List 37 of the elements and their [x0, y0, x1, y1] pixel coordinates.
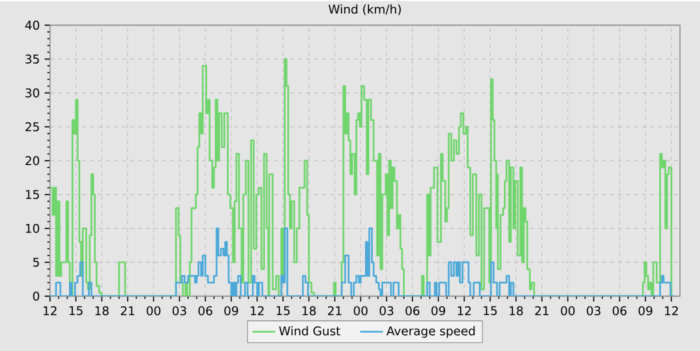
x-tick-label: 00: [146, 306, 160, 316]
x-tick-label: 12: [458, 306, 471, 316]
chart-title: Wind (km/h): [328, 4, 401, 16]
x-tick-label: 12: [44, 306, 56, 316]
x-tick-label: 15: [70, 306, 82, 316]
x-tick-label: 18: [95, 306, 109, 316]
y-tick-label: 10: [26, 224, 40, 233]
y-tick-label: 25: [26, 122, 39, 132]
x-tick-label: 03: [586, 306, 600, 316]
x-tick-label: 09: [224, 306, 238, 316]
x-tick-label: 12: [665, 306, 678, 316]
x-tick-label: 15: [276, 306, 290, 316]
x-tick-label: 09: [638, 306, 652, 316]
x-tick-label: 00: [560, 306, 575, 316]
legend-label: Wind Gust: [279, 326, 340, 336]
x-tick-label: 21: [535, 306, 548, 316]
legend-label: Average speed: [386, 326, 475, 338]
x-tick-label: 18: [510, 306, 523, 316]
x-tick-label: 12: [250, 306, 264, 316]
x-tick-label: 00: [354, 306, 368, 316]
x-tick-label: 03: [380, 306, 394, 316]
x-tick-label: 21: [120, 306, 134, 316]
y-tick-label: 20: [26, 156, 40, 166]
y-tick-label: 35: [26, 54, 39, 64]
x-tick-label: 06: [406, 306, 420, 316]
x-tick-label: 06: [612, 306, 626, 316]
y-tick-label: 0: [33, 292, 40, 301]
x-tick-label: 21: [328, 306, 342, 316]
x-tick-label: 15: [484, 306, 497, 316]
x-tick-label: 09: [432, 306, 446, 316]
x-tick-label: 18: [302, 306, 316, 316]
x-tick-label: 03: [172, 306, 186, 316]
y-tick-label: 5: [33, 258, 39, 267]
y-tick-label: 40: [25, 20, 40, 30]
x-tick-label: 06: [198, 306, 212, 316]
y-tick-label: 30: [26, 88, 40, 98]
y-tick-label: 15: [26, 190, 39, 199]
